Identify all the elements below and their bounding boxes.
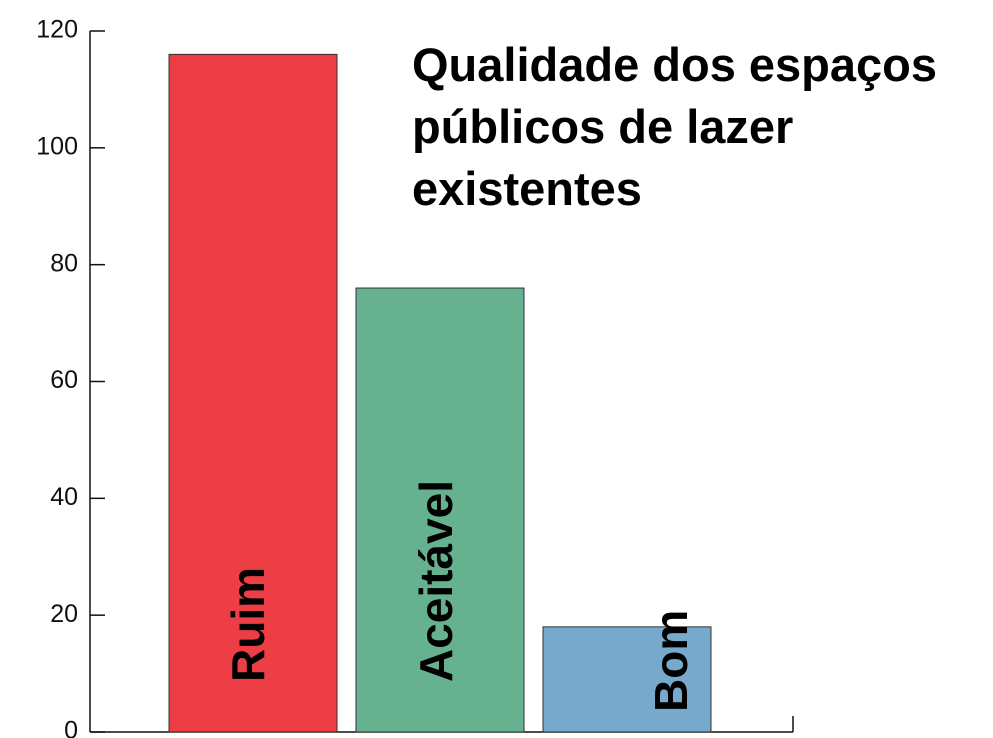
chart-title: Qualidade dos espaços públicos de lazer … <box>412 38 938 215</box>
y-tick-label: 80 <box>50 249 78 277</box>
bar <box>355 287 525 733</box>
y-tick-label: 20 <box>50 600 78 628</box>
bar <box>542 626 712 733</box>
y-tick-label: 40 <box>50 483 78 511</box>
bar <box>168 53 338 733</box>
category-label: Ruim <box>222 567 274 682</box>
category-label: Bom <box>645 610 697 712</box>
y-tick-label: 100 <box>36 132 78 160</box>
y-tick-label: 120 <box>36 16 78 44</box>
y-tick-label: 0 <box>64 717 78 738</box>
y-tick-label: 60 <box>50 366 78 394</box>
category-label: Aceitável <box>410 480 462 682</box>
